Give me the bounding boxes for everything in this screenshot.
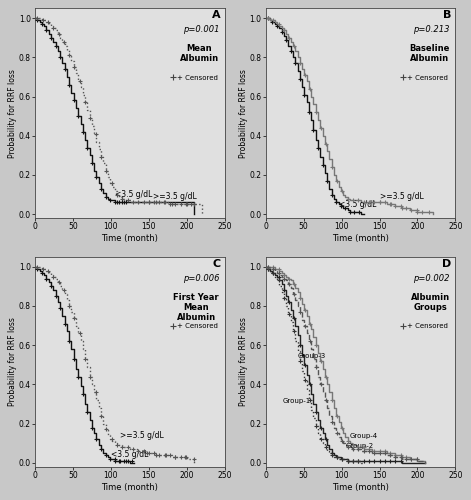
X-axis label: Time (month): Time (month) [332, 234, 389, 243]
Text: >=3.5 g/dL: >=3.5 g/dL [153, 192, 196, 202]
Legend: + Censored: + Censored [171, 74, 218, 80]
Text: First Year
Mean
Albumin: First Year Mean Albumin [173, 292, 219, 322]
Text: p=0.001: p=0.001 [183, 25, 219, 34]
Text: >=3.5 g/dL: >=3.5 g/dL [380, 192, 423, 202]
Text: <3.5 g/dL: <3.5 g/dL [111, 450, 148, 459]
Text: p=0.006: p=0.006 [183, 274, 219, 282]
Legend: + Censored: + Censored [402, 324, 448, 330]
Text: B: B [443, 10, 452, 20]
Text: Baseline
Albumin: Baseline Albumin [409, 44, 450, 64]
Legend: + Censored: + Censored [402, 74, 448, 80]
Text: A: A [212, 10, 221, 20]
Text: Mean
Albumin: Mean Albumin [180, 44, 219, 64]
X-axis label: Time (month): Time (month) [101, 482, 158, 492]
Text: Group-4: Group-4 [349, 434, 377, 440]
Legend: + Censored: + Censored [171, 324, 218, 330]
X-axis label: Time (month): Time (month) [332, 482, 389, 492]
Text: >=3.5 g/dL: >=3.5 g/dL [120, 432, 164, 440]
Y-axis label: Probability for RRF loss: Probability for RRF loss [8, 69, 17, 158]
Text: p=0.213: p=0.213 [413, 25, 450, 34]
Y-axis label: Probability for RRF loss: Probability for RRF loss [8, 318, 17, 406]
Text: Group-2: Group-2 [345, 443, 374, 449]
Y-axis label: Probability for RRF loss: Probability for RRF loss [239, 318, 248, 406]
Text: C: C [213, 259, 221, 269]
Text: p=0.002: p=0.002 [413, 274, 450, 282]
Text: Group-1: Group-1 [282, 398, 310, 404]
Text: Group-3: Group-3 [298, 353, 326, 359]
Y-axis label: Probability for RRF loss: Probability for RRF loss [239, 69, 248, 158]
Text: Albumin
Groups: Albumin Groups [411, 292, 450, 312]
Text: <3.5 g/dL: <3.5 g/dL [115, 190, 152, 200]
Text: <3.5 g/dL: <3.5 g/dL [339, 200, 377, 209]
Text: D: D [442, 259, 452, 269]
X-axis label: Time (month): Time (month) [101, 234, 158, 243]
